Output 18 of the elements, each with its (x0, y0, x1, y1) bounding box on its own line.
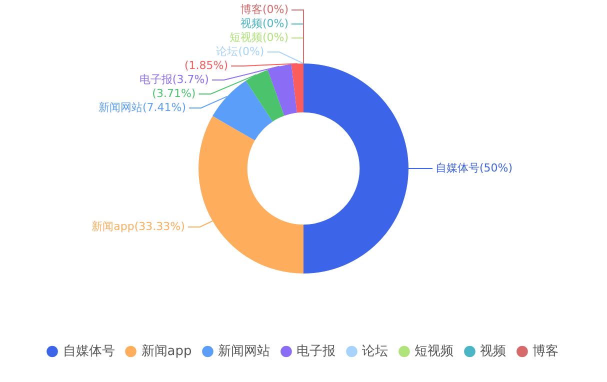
legend-label: 电子报 (296, 344, 336, 359)
text: 博客(0%) (240, 2, 288, 16)
legend-label: 自媒体号 (62, 344, 115, 359)
data-label: 自媒体号(50%) (436, 161, 513, 174)
legend-label: 视频 (480, 344, 506, 359)
text: 论坛(0%) (216, 44, 264, 58)
legend-label: 论坛 (362, 344, 388, 359)
data-label: (3.71%) (152, 86, 196, 100)
legend-label: 博客 (532, 342, 559, 359)
data-label: 新闻网站(7.41%) (98, 100, 186, 114)
legend-label: 短视频 (414, 344, 454, 359)
data-label: (1.85%) (184, 58, 228, 72)
text: 短视频(0%) (229, 30, 288, 44)
legend-label: 新闻网站 (218, 344, 270, 359)
text: 视频(0%) (240, 16, 288, 30)
data-label: 电子报(3.7%) (139, 72, 209, 86)
data-label: 新闻app(33.33%) (92, 220, 185, 233)
legend-label: 新闻app (141, 344, 192, 359)
